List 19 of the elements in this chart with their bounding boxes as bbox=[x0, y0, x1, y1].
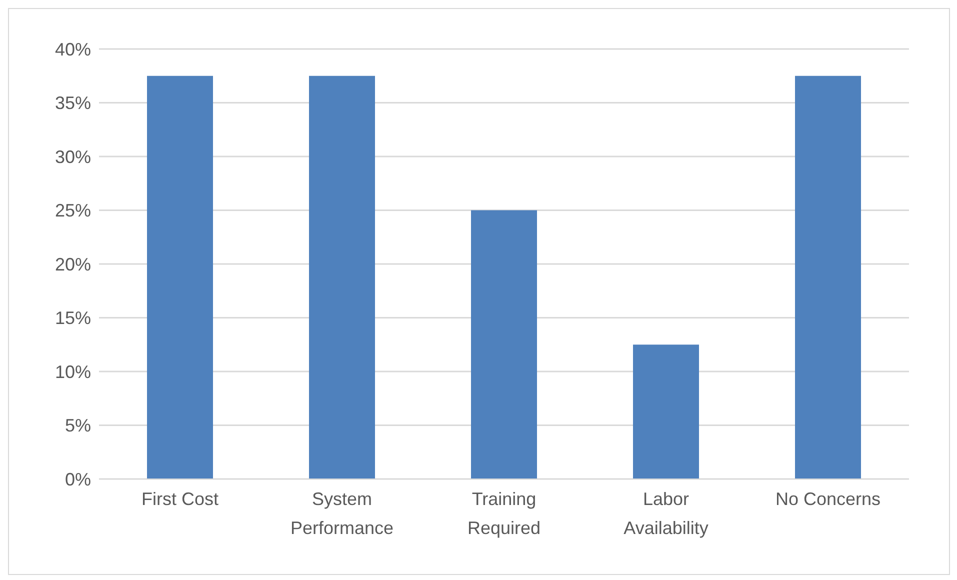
y-tick-label: 0% bbox=[64, 469, 91, 490]
y-tick-label: 25% bbox=[54, 200, 91, 221]
x-tick-label: Training Required bbox=[467, 489, 541, 538]
bar bbox=[147, 76, 213, 479]
bar bbox=[795, 76, 861, 479]
bar bbox=[633, 344, 699, 479]
y-tick-label: 5% bbox=[64, 416, 91, 436]
y-tick-label: 30% bbox=[54, 146, 91, 167]
x-tick-label: No Concerns bbox=[775, 489, 881, 509]
x-tick-label: System Performance bbox=[290, 489, 394, 538]
x-tick-label: Labor Availability bbox=[624, 489, 708, 538]
bar bbox=[471, 210, 537, 479]
y-tick-label: 20% bbox=[54, 254, 91, 274]
y-tick-label: 35% bbox=[54, 93, 91, 114]
y-tick-label: 15% bbox=[54, 308, 91, 328]
bar bbox=[309, 76, 375, 479]
x-tick-label: First Cost bbox=[141, 489, 219, 509]
y-tick-label: 40% bbox=[54, 39, 91, 60]
y-tick-label: 10% bbox=[54, 362, 91, 382]
